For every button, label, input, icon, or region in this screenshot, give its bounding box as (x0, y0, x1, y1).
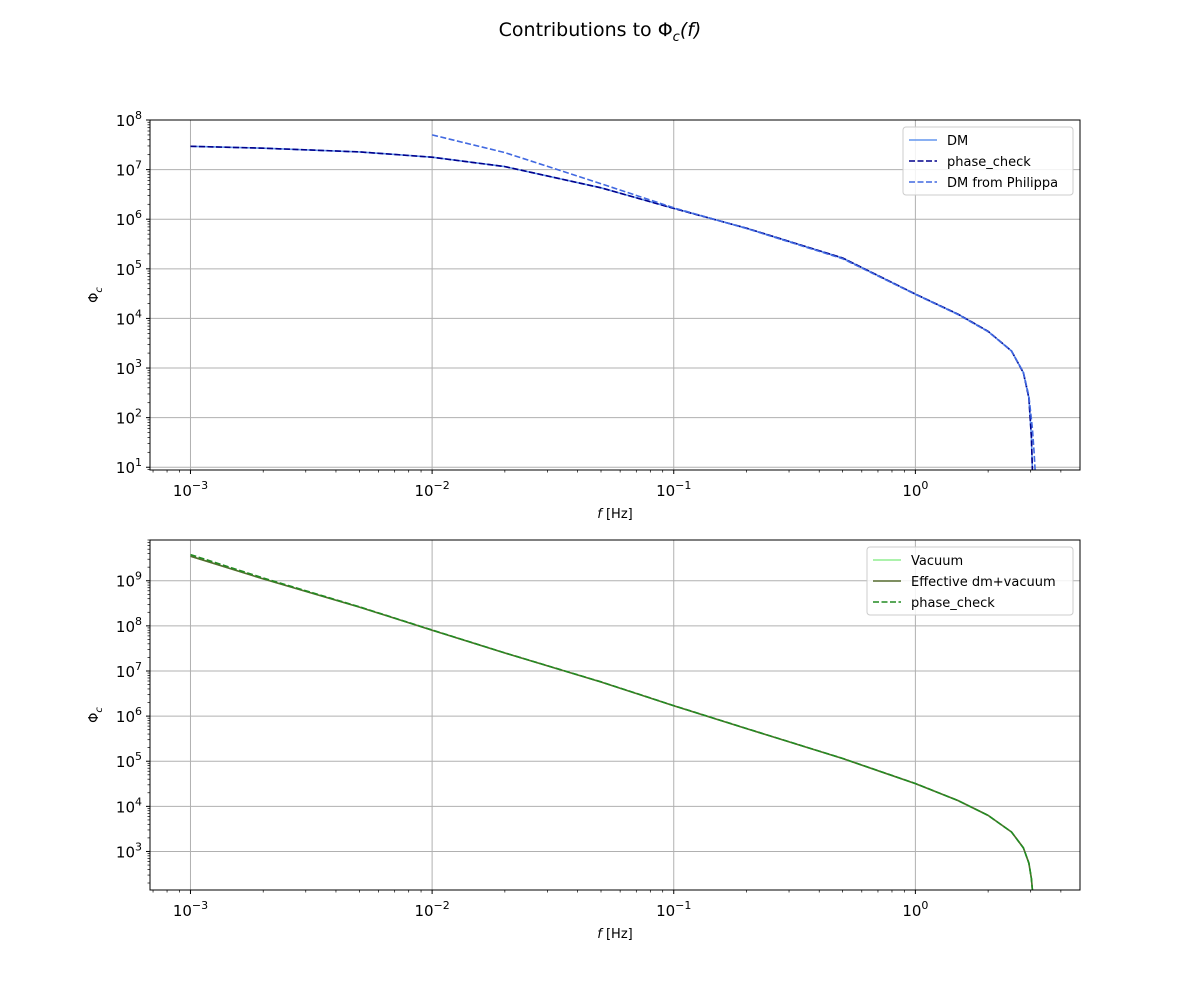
y-tick-label: 101 (116, 456, 142, 477)
y-tick-label: 108 (116, 109, 142, 130)
legend-label-vacuum: Vacuum (911, 554, 963, 569)
series-lines (190, 134, 1036, 470)
legend-label-phase-check: phase_check (947, 155, 1031, 170)
y-tick-label: 103 (116, 357, 142, 378)
axes-frame (149, 119, 1081, 471)
y-tick-label: 107 (116, 660, 142, 681)
legend: DM phase_check DM from Philippa (902, 126, 1074, 196)
y-axis-label: Φc (87, 287, 105, 303)
x-tick-label: 100 (902, 479, 928, 500)
y-tick-label: 105 (116, 258, 142, 279)
y-axis-label: Φc (87, 707, 105, 723)
legend-label-effective-dm-vacuum: Effective dm+vacuum (911, 575, 1056, 590)
legend-frame (866, 546, 1074, 616)
x-axis-label: f [Hz] (597, 927, 632, 942)
figure-title: Contributions to Φc(f) (499, 19, 702, 45)
x-tick-label: 100 (902, 899, 928, 920)
x-tick-label: 10−1 (656, 479, 691, 500)
legend: Vacuum Effective dm+vacuum phase_check (866, 546, 1074, 616)
x-tick-label: 10−2 (414, 479, 449, 500)
y-tick-label: 104 (116, 795, 142, 816)
legend-frame (902, 126, 1074, 196)
series-line-dm-from-philippa (431, 134, 1036, 470)
legend-label-dm: DM (947, 134, 968, 149)
series-lines (190, 553, 1034, 890)
x-tick-label: 10−2 (414, 899, 449, 920)
y-tick-label: 107 (116, 159, 142, 180)
x-axis-label: f [Hz] (597, 507, 632, 522)
y-tick-label: 109 (116, 570, 142, 591)
legend-label-phase-check: phase_check (911, 596, 995, 611)
x-tick-label: 10−3 (173, 899, 208, 920)
y-tick-label: 105 (116, 750, 142, 771)
top-subplot: 10−3 10−2 10−1 100 101 102 103 104 105 106 107 108 f… (87, 109, 1081, 522)
series-line-phase-check (190, 553, 1034, 890)
legend-label-dm-from-philippa: DM from Philippa (947, 176, 1058, 191)
y-tick-label: 108 (116, 615, 142, 636)
bottom-subplot: 10−3 10−2 10−1 100 103 104 105 106 107 108 109 f [H… (87, 539, 1081, 942)
y-tick-label: 104 (116, 307, 142, 328)
y-tick-label: 106 (116, 208, 142, 229)
x-tick-label: 10−3 (173, 479, 208, 500)
x-tick-label: 10−1 (656, 899, 691, 920)
y-tick-label: 102 (116, 407, 142, 428)
y-tick-label: 106 (116, 705, 142, 726)
axes-frame (149, 539, 1081, 891)
y-tick-label: 103 (116, 840, 142, 861)
